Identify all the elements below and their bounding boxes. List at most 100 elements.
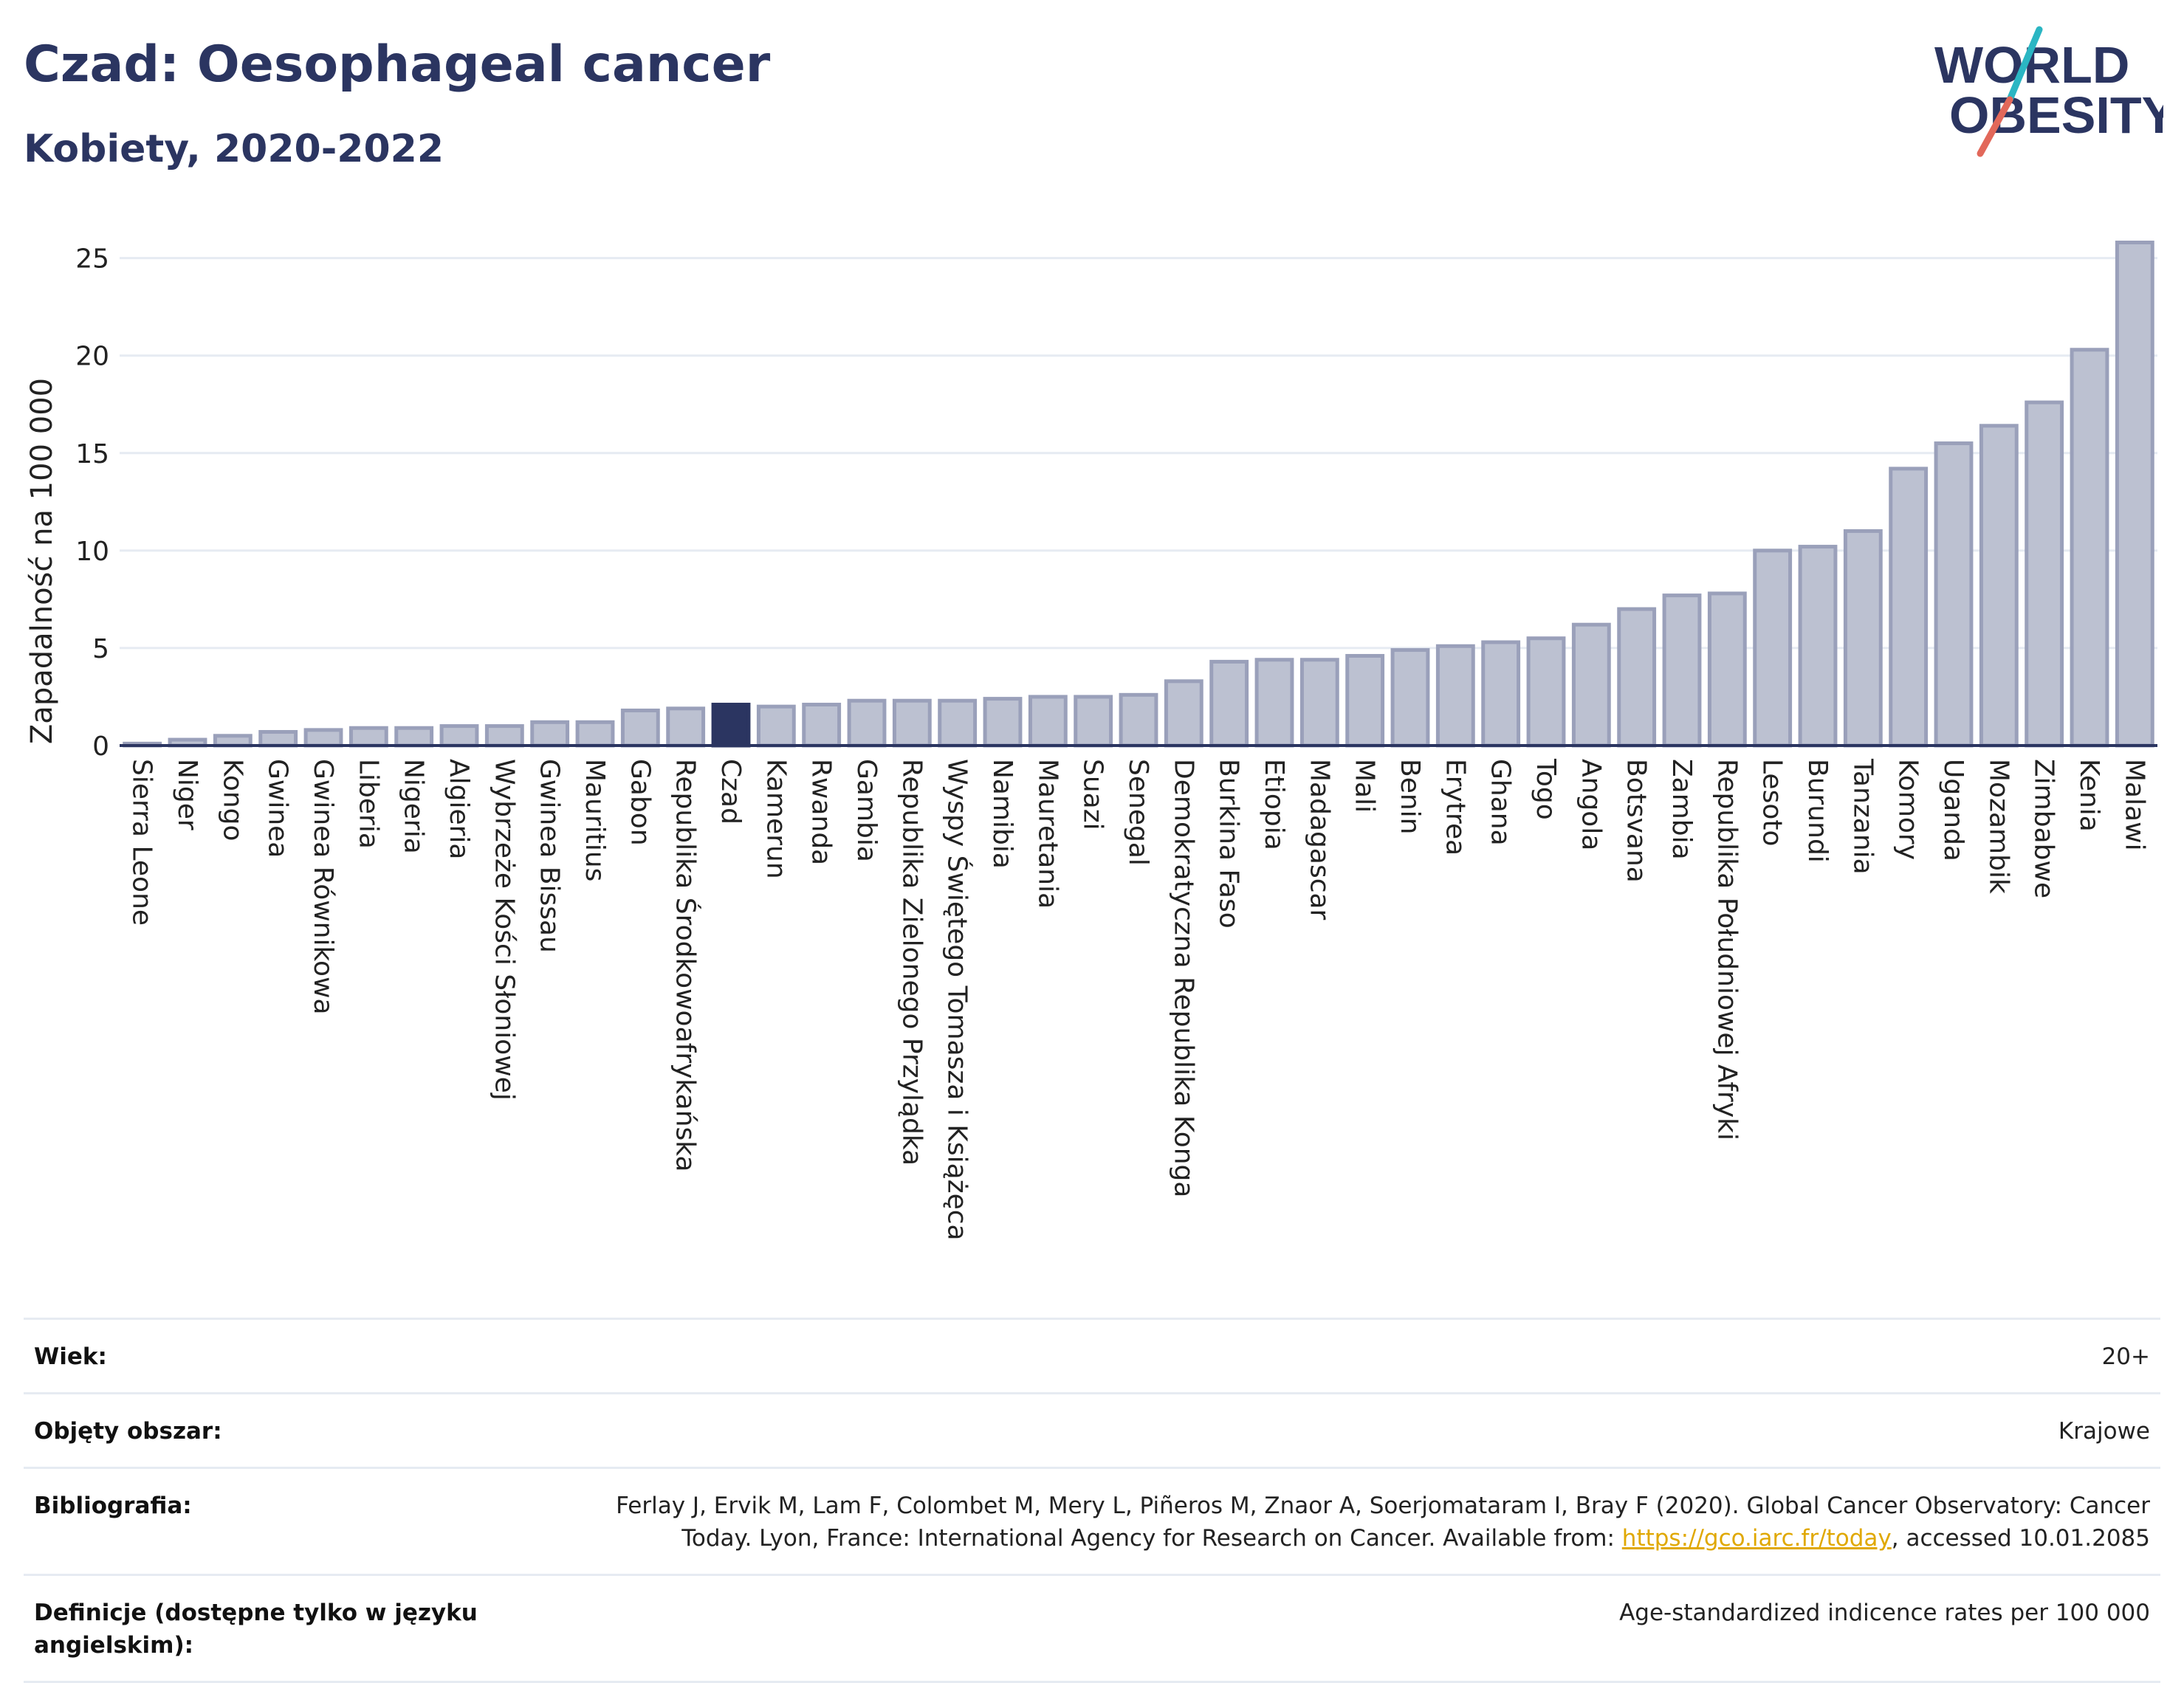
x-tick-label: Mali xyxy=(1350,759,1380,813)
meta-row-age: Wiek: 20+ xyxy=(24,1318,2160,1392)
y-tick-label: 25 xyxy=(75,244,109,275)
x-tick-label: Benin xyxy=(1395,759,1425,834)
x-tick-label: Wyspy Świętego Tomasza i Książęca xyxy=(942,759,973,1241)
x-tick-label: Togo xyxy=(1531,758,1561,820)
x-tick-label: Etiopia xyxy=(1259,759,1289,850)
chart-title: Czad: Oesophageal cancer xyxy=(24,35,771,94)
x-tick-label: Zambia xyxy=(1666,759,1697,860)
x-tick-label: Mauritius xyxy=(580,759,610,881)
bar xyxy=(575,720,615,748)
x-tick-label: Botsvana xyxy=(1621,759,1652,883)
x-tick-label: Zimbabwe xyxy=(2029,759,2059,898)
x-tick-label: Lesoto xyxy=(1757,759,1788,847)
bar xyxy=(1435,644,1475,748)
bar xyxy=(1345,653,1385,748)
x-tick-label: Kenia xyxy=(2074,759,2104,832)
x-tick-label: Czad xyxy=(715,759,746,825)
metadata-table: Wiek: 20+ Objęty obszar: Krajowe Bibliog… xyxy=(24,1318,2160,1683)
bar-chart: 0 5 10 15 20 25 Sierra Leone Niger Kongo Gwinea G… xyxy=(25,240,2157,1241)
x-tick-label: Nigeria xyxy=(399,759,429,854)
bar xyxy=(1798,545,1838,748)
bar xyxy=(1028,695,1068,748)
bar xyxy=(258,730,298,748)
bar xyxy=(1390,648,1430,748)
meta-value: 20+ xyxy=(2101,1343,2150,1370)
bar xyxy=(530,720,570,748)
x-tick-label: Republika Zielonego Przylądka xyxy=(896,759,927,1166)
bar xyxy=(1662,593,1702,748)
bar xyxy=(2070,348,2109,748)
logo-slash-bottom xyxy=(1977,96,2013,157)
bar xyxy=(1571,622,1611,748)
x-tick-label: Burundi xyxy=(1802,759,1833,863)
bar xyxy=(394,726,434,748)
bar xyxy=(1617,607,1657,748)
x-tick-label: Burkina Faso xyxy=(1214,759,1244,929)
bar xyxy=(666,706,706,748)
y-tick-label: 20 xyxy=(75,342,109,372)
x-tick-label: Gabon xyxy=(625,759,655,846)
bar xyxy=(620,708,660,748)
bar xyxy=(1934,441,1974,748)
bar xyxy=(1526,636,1566,748)
y-tick-labels: 0 5 10 15 20 25 xyxy=(75,244,109,762)
meta-value: Krajowe xyxy=(2058,1418,2150,1445)
bar xyxy=(1889,467,1929,748)
bar xyxy=(756,704,796,748)
world-obesity-logo: WORLD OBESITY xyxy=(1934,26,2163,157)
x-tick-label: Tanzania xyxy=(1847,758,1878,875)
x-tick-label: Kamerun xyxy=(760,759,791,879)
bar xyxy=(938,698,978,748)
bar xyxy=(439,724,479,748)
bar xyxy=(1119,692,1158,748)
bar xyxy=(484,724,524,748)
x-tick-label: Gwinea Bissau xyxy=(535,759,565,953)
meta-row-definitions: Definicje (dostępne tylko w języku angie… xyxy=(24,1574,2160,1683)
x-tick-label: Liberia xyxy=(353,759,383,849)
meta-value: Ferlay J, Ervik M, Lam F, Colombet M, Me… xyxy=(563,1490,2150,1555)
bar xyxy=(1074,695,1113,748)
bar xyxy=(1299,658,1339,748)
bibliography-link[interactable]: https://gco.iarc.fr/today xyxy=(1621,1525,1892,1552)
x-tick-label: Republika Środkowoafrykańska xyxy=(670,759,701,1172)
x-tick-label: Uganda xyxy=(1938,759,1968,861)
meta-key: Objęty obszar: xyxy=(34,1418,222,1445)
bar xyxy=(1707,591,1747,748)
x-tick-label: Senegal xyxy=(1123,759,1153,866)
chart-subtitle: Kobiety, 2020-2022 xyxy=(24,127,444,171)
x-tick-label: Kongo xyxy=(217,759,247,842)
x-tick-label: Suazi xyxy=(1078,759,1108,830)
bar xyxy=(1753,548,1793,748)
bar xyxy=(1979,424,2019,748)
bar xyxy=(1254,658,1294,748)
x-tick-label: Erytrea xyxy=(1440,759,1470,856)
y-tick-label: 5 xyxy=(92,634,109,664)
bar xyxy=(1843,529,1883,748)
x-tick-label: Gambia xyxy=(851,759,882,862)
x-tick-label: Algieria xyxy=(444,759,474,860)
x-tick-label: Komory xyxy=(1893,759,1923,860)
x-tick-label: Malawi xyxy=(2119,759,2149,851)
x-tick-label: Rwanda xyxy=(806,759,837,865)
bars xyxy=(123,240,2154,748)
logo-slash-top xyxy=(2006,26,2043,103)
bar xyxy=(1164,679,1203,748)
x-tick-label: Gwinea xyxy=(263,759,293,858)
bar xyxy=(847,698,887,748)
meta-key: Definicje (dostępne tylko w języku angie… xyxy=(34,1600,478,1659)
bar xyxy=(892,698,932,748)
logo-word-obesity: OBESITY xyxy=(1949,86,2163,144)
bar xyxy=(1209,659,1249,748)
bar xyxy=(303,728,343,748)
bar xyxy=(2025,400,2064,748)
x-tick-label: Madagascar xyxy=(1304,759,1334,920)
bar xyxy=(802,703,842,748)
x-tick-label: Namibia xyxy=(987,759,1017,869)
x-tick-label: Mauretania xyxy=(1032,759,1062,909)
x-tick-label: Angola xyxy=(1576,759,1606,850)
x-tick-label: Mozambik xyxy=(1983,759,2013,894)
x-tick-label: Sierra Leone xyxy=(127,759,157,926)
bibliography-text: Ferlay J, Ervik M, Lam F, Colombet M, Me… xyxy=(616,1493,2150,1552)
x-tick-label: Wybrzeże Kości Słoniowej xyxy=(489,759,519,1101)
bar xyxy=(983,697,1023,748)
